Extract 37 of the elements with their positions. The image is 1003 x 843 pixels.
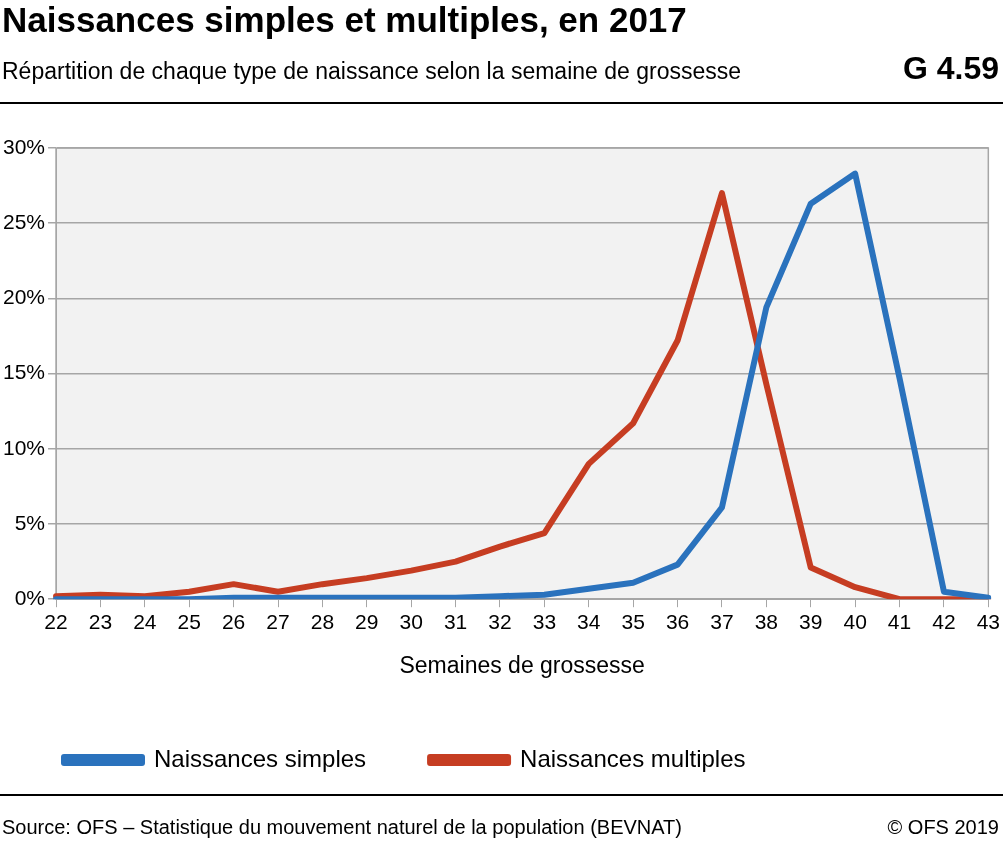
x-tick-label: 22: [44, 609, 68, 633]
text: © OFS 2019: [887, 816, 999, 839]
chart-subtitle: Répartition de chaque type de naissance selon la semaine de grossesse: [2, 58, 742, 85]
x-tick-label: 29: [355, 609, 379, 633]
x-tick-label: 39: [799, 609, 823, 633]
x-tick-label: 40: [843, 609, 867, 633]
x-tick-label: 36: [665, 609, 690, 633]
text: G 4.59: [902, 50, 999, 87]
y-tick-label: 5%: [14, 510, 46, 534]
x-tick-label: 30: [399, 609, 423, 633]
x-tick-label: 33: [532, 609, 557, 633]
chart-title: Naissances simples et multiples, en 2017: [2, 0, 687, 40]
x-tick-label: 41: [887, 609, 912, 633]
y-tick-label: 10%: [3, 435, 46, 459]
x-tick-label: 32: [488, 609, 512, 633]
x-tick-label: 25: [177, 609, 201, 633]
x-tick-label: 28: [310, 609, 335, 633]
legend-label: Naissances multiples: [520, 744, 746, 772]
y-tick-label: 25%: [3, 210, 46, 233]
x-tick-label: 37: [710, 609, 734, 633]
y-tick-label: 15%: [3, 360, 46, 384]
y-tick-label: 0%: [14, 586, 46, 609]
x-tick-label: 24: [133, 609, 157, 633]
x-axis-title: Semaines de grossesse: [399, 651, 645, 678]
legend-label: Naissances simples: [154, 744, 367, 772]
x-tick-label: 38: [754, 609, 779, 633]
x-tick-label: 26: [221, 609, 246, 633]
source-note: Source: OFS – Statistique du mouvement naturel de la population (BEVNAT): [2, 816, 682, 839]
x-tick-label: 34: [577, 609, 601, 633]
x-tick-label: 42: [932, 609, 956, 633]
x-tick-label: 23: [88, 609, 113, 633]
x-tick-label: 43: [976, 609, 1000, 633]
x-tick-label: 27: [266, 609, 290, 633]
y-tick-label: 30%: [3, 134, 46, 158]
y-tick-label: 20%: [3, 285, 46, 309]
x-tick-label: 31: [443, 609, 468, 633]
x-tick-label: 35: [621, 609, 645, 633]
